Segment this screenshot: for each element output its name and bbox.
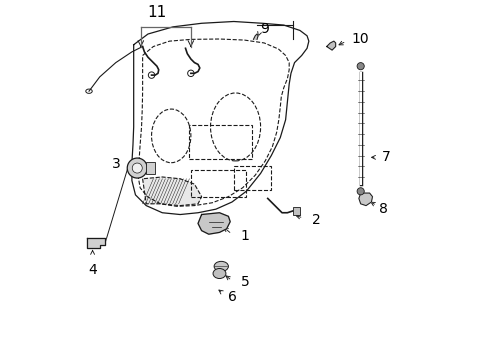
Text: 8: 8: [378, 202, 386, 216]
Ellipse shape: [213, 269, 225, 279]
Polygon shape: [87, 238, 105, 248]
Circle shape: [127, 158, 147, 178]
Text: 9: 9: [260, 22, 269, 36]
Circle shape: [132, 163, 142, 173]
Text: 11: 11: [147, 5, 166, 20]
Text: 7: 7: [381, 150, 390, 164]
Polygon shape: [142, 177, 201, 206]
Text: 5: 5: [241, 275, 249, 289]
Text: 1: 1: [241, 229, 249, 243]
Bar: [292, 207, 299, 215]
Text: 3: 3: [112, 157, 121, 171]
Text: 2: 2: [312, 213, 321, 227]
Text: 4: 4: [88, 263, 97, 277]
Bar: [190, 170, 246, 197]
Bar: [146, 162, 155, 175]
Circle shape: [356, 188, 364, 195]
Bar: [189, 125, 251, 159]
Ellipse shape: [214, 261, 228, 271]
Polygon shape: [326, 41, 335, 50]
Polygon shape: [253, 34, 258, 39]
Polygon shape: [358, 193, 372, 206]
Text: 6: 6: [228, 290, 237, 304]
Bar: [233, 166, 271, 189]
Polygon shape: [198, 213, 230, 234]
Text: 10: 10: [351, 32, 368, 46]
Circle shape: [356, 63, 364, 70]
